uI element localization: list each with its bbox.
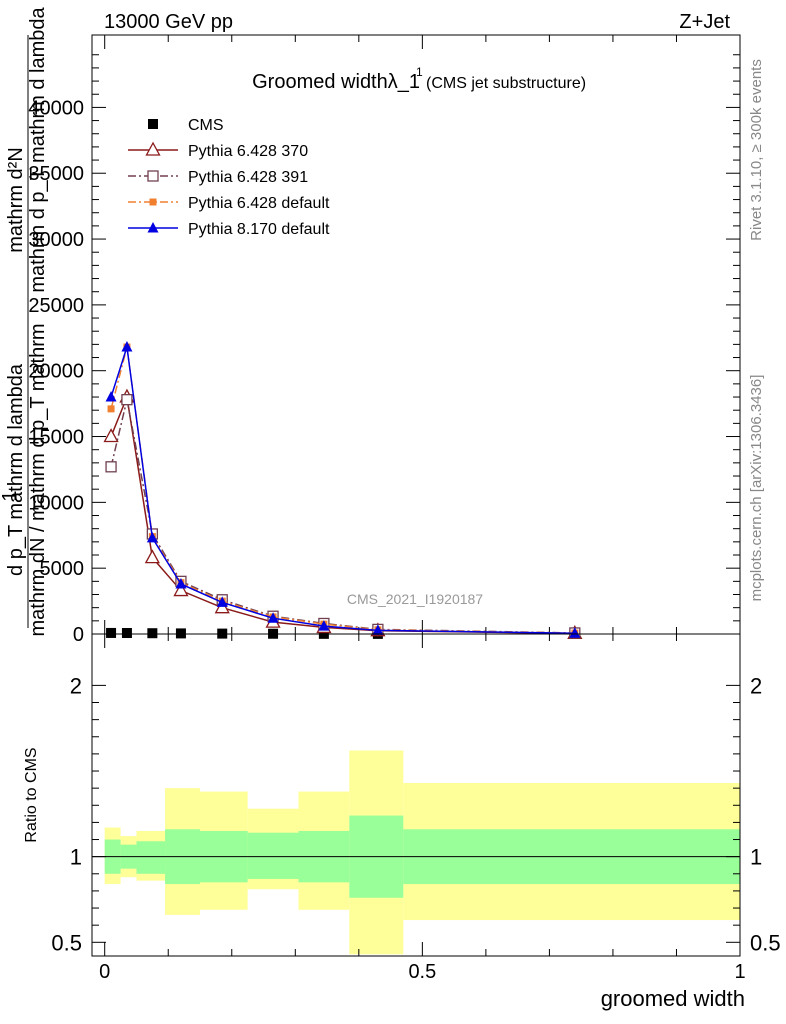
data-point [175, 577, 187, 589]
data-point [105, 391, 117, 402]
y-tick-label: 25000 [28, 295, 84, 317]
data-point [121, 341, 133, 352]
legend-marker [148, 119, 158, 129]
legend-label: Pythia 8.170 default [188, 221, 330, 238]
data-point [121, 394, 133, 406]
x-tick-label: 1 [734, 961, 745, 983]
x-tick-label: 0.5 [408, 961, 436, 983]
y-tick-label: 15000 [28, 427, 84, 449]
legend-item: Pythia 6.428 370 [128, 141, 308, 160]
data-point [105, 461, 117, 473]
legend-marker [147, 222, 159, 233]
x-tick-label: 0 [99, 961, 110, 983]
legend-label: Pythia 6.428 391 [188, 169, 308, 186]
legend-marker [145, 141, 161, 156]
main-title-superscript: 1 [416, 65, 423, 79]
data-point [569, 627, 581, 638]
y-label-numerator: mathrm d²N [5, 147, 27, 253]
legend: CMS Pythia 6.428 370 Pythia 6.428 391 Pythi… [128, 117, 330, 238]
series-cms [106, 627, 580, 639]
main-panel: 0 5000 10000 15000 20000 25000 30000 35000 40000… [0, 6, 741, 646]
legend-marker [147, 170, 159, 182]
legend-item: Pythia 6.428 default [128, 195, 330, 212]
mcplots-label: mcplots.cern.ch [arXiv:1306.3436] [748, 375, 765, 602]
energy-label: 13000 GeV pp [104, 11, 233, 33]
rivet-label: Rivet 3.1.10, ≥ 300k events [748, 59, 765, 241]
legend-item: CMS [148, 117, 224, 134]
legend-label: Pythia 6.428 370 [188, 143, 308, 160]
ratio-y-tick-label-right: 0.5 [750, 930, 781, 955]
series-line [110, 399, 575, 634]
ratio-y-tick-labels: 0.5 0.5 1 1 2 2 [51, 673, 780, 955]
y-label-line-2: d p_T mathrm d lambda [5, 363, 27, 576]
y-tick-label: 10000 [28, 492, 84, 514]
ratio-panel: 0.5 0.51 12 2 0 0.5 1 Ratio to CMS groomed wi… [23, 633, 781, 1011]
series-pythia-8-170-default [105, 341, 581, 638]
x-axis-label: groomed width [601, 986, 745, 1011]
ratio-y-tick-label: 0.5 [51, 930, 82, 955]
ratio-y-axis-label: Ratio to CMS [23, 747, 40, 842]
process-label: Z+Jet [679, 11, 730, 33]
data-point [318, 620, 330, 631]
legend-item: Pythia 8.170 default [128, 221, 330, 238]
data-point [144, 549, 160, 564]
ratio-y-tick-label-right: 2 [750, 673, 762, 698]
ratio-frame [91, 633, 741, 957]
inner-band-bin [136, 841, 166, 874]
data-point [103, 428, 119, 443]
data-point [121, 628, 132, 639]
watermark: CMS_2021_I1920187 [347, 591, 483, 607]
y-label-line-1: mathrm dN / mathrm d p_T mathrm [27, 323, 49, 636]
main-title-suffix: (CMS jet substructure) [426, 75, 586, 92]
y-label-denominator: mathrm d p_T mathrm d lambda [27, 6, 49, 292]
data-point [173, 582, 189, 597]
series-pythia-6-428-370 [103, 388, 583, 639]
legend-item: Pythia 6.428 391 [128, 169, 308, 186]
ratio-bands [104, 750, 740, 955]
data-point [216, 596, 228, 607]
ratio-y-tick-label-right: 1 [750, 845, 762, 870]
data-point [175, 628, 186, 639]
data-point [106, 627, 117, 638]
data-point [372, 624, 384, 635]
data-point [107, 405, 115, 413]
series-line [110, 394, 575, 635]
series-pythia-6-428-391 [105, 394, 581, 639]
legend-marker [149, 198, 157, 206]
y-label-fraction-one: 1 [0, 490, 21, 501]
main-y-axis-label: 1 mathrm d²N mathrm d p_T mathrm d lambd… [0, 6, 49, 636]
legend-label: CMS [188, 117, 224, 134]
y-tick-label: 35000 [28, 163, 84, 185]
inner-band-bin [247, 832, 299, 879]
legend-label: Pythia 6.428 default [188, 195, 330, 212]
y-tick-label: 40000 [28, 97, 84, 119]
y-tick-label: 30000 [28, 229, 84, 251]
y-tick-label: 20000 [28, 361, 84, 383]
ratio-y-tick-label: 2 [70, 673, 82, 698]
x-tick-labels: 0 0.5 1 [99, 961, 745, 983]
ratio-y-tick-label: 1 [70, 845, 82, 870]
y-tick-label: 5000 [40, 558, 85, 580]
main-y-tick-labels: 0 5000 10000 15000 20000 25000 30000 35000 40000 [28, 97, 84, 646]
data-point [147, 628, 158, 639]
data-point [267, 612, 279, 623]
main-series [103, 341, 583, 639]
data-point [146, 531, 158, 543]
y-tick-label: 0 [73, 624, 84, 646]
main-title: Groomed widthλ_1 [252, 71, 420, 93]
